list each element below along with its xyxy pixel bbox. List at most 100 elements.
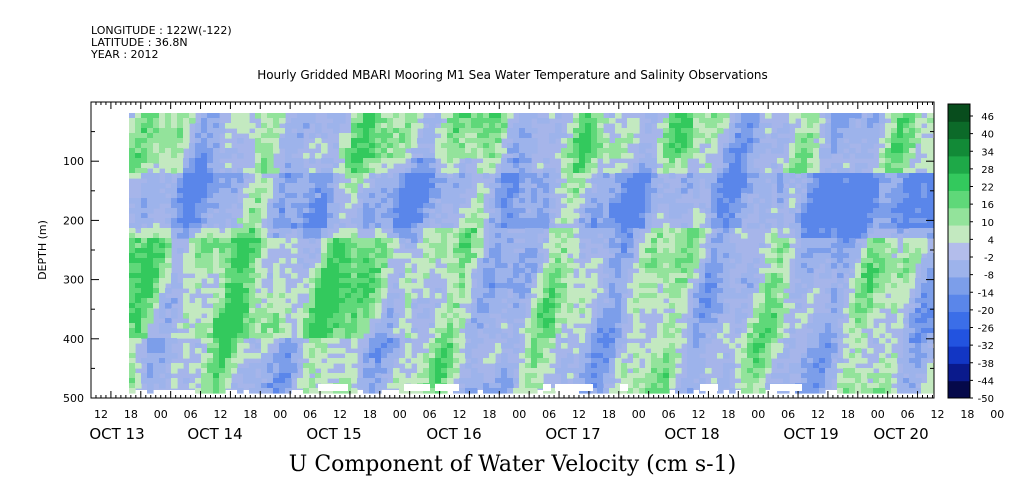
heatmap-cell xyxy=(453,143,460,149)
heatmap-cell xyxy=(771,213,778,219)
heatmap-cell xyxy=(393,378,400,384)
heatmap-cell xyxy=(339,373,346,379)
heatmap-cell xyxy=(417,148,424,154)
heatmap-cell xyxy=(129,298,136,304)
heatmap-cell xyxy=(483,383,490,389)
heatmap-cell xyxy=(741,303,748,309)
heatmap-cell xyxy=(663,233,670,239)
heatmap-cell xyxy=(507,148,514,154)
heatmap-cell xyxy=(681,238,688,244)
heatmap-cell xyxy=(687,128,694,134)
heatmap-cell xyxy=(327,218,334,224)
heatmap-cell xyxy=(483,283,490,289)
heatmap-cell xyxy=(489,148,496,154)
heatmap-cell xyxy=(129,303,136,309)
heatmap-cell xyxy=(729,148,736,154)
heatmap-cell xyxy=(675,358,682,364)
heatmap-cell xyxy=(471,343,478,349)
heatmap-cell xyxy=(303,388,310,394)
heatmap-cell xyxy=(501,293,508,299)
heatmap-cell xyxy=(525,288,532,294)
heatmap-cell xyxy=(141,258,148,264)
heatmap-cell xyxy=(525,243,532,249)
heatmap-cell xyxy=(717,183,724,189)
heatmap-cell xyxy=(789,338,796,344)
heatmap-cell xyxy=(771,268,778,274)
heatmap-cell xyxy=(183,348,190,354)
heatmap-cell xyxy=(441,213,448,219)
heatmap-cell xyxy=(789,293,796,299)
heatmap-cell xyxy=(813,198,820,204)
heatmap-cell xyxy=(537,333,544,339)
heatmap-cell xyxy=(459,358,466,364)
heatmap-cell xyxy=(261,373,268,379)
heatmap-cell xyxy=(807,213,814,219)
heatmap-cell xyxy=(165,278,172,284)
heatmap-cell xyxy=(699,378,706,384)
heatmap-cell xyxy=(747,118,754,124)
heatmap-cell xyxy=(735,358,742,364)
heatmap-cell xyxy=(351,293,358,299)
heatmap-cell xyxy=(783,123,790,129)
heatmap-cell xyxy=(771,263,778,269)
heatmap-cell xyxy=(807,143,814,149)
heatmap-cell xyxy=(717,353,724,359)
heatmap-cell xyxy=(471,308,478,314)
heatmap-cell xyxy=(789,183,796,189)
heatmap-cell xyxy=(129,148,136,154)
heatmap-cell xyxy=(345,238,352,244)
heatmap-cell xyxy=(387,203,394,209)
heatmap-cell xyxy=(507,283,514,289)
heatmap-cell xyxy=(597,298,604,304)
heatmap-cell xyxy=(501,173,508,179)
heatmap-cell xyxy=(375,123,382,129)
heatmap-cell xyxy=(135,153,142,159)
heatmap-cell xyxy=(693,138,700,144)
heatmap-cell xyxy=(189,228,196,234)
heatmap-cell xyxy=(381,193,388,199)
heatmap-cell xyxy=(735,163,742,169)
heatmap-cell xyxy=(339,288,346,294)
heatmap-cell xyxy=(717,203,724,209)
heatmap-cell xyxy=(363,273,370,279)
heatmap-cell xyxy=(819,238,826,244)
heatmap-cell xyxy=(435,183,442,189)
heatmap-cell xyxy=(327,193,334,199)
heatmap-cell xyxy=(261,153,268,159)
heatmap-cell xyxy=(579,183,586,189)
heatmap-cell xyxy=(321,178,328,184)
heatmap-cell xyxy=(783,253,790,259)
heatmap-cell xyxy=(165,258,172,264)
heatmap-cell xyxy=(807,248,814,254)
heatmap-cell xyxy=(375,333,382,339)
heatmap-cell xyxy=(555,183,562,189)
heatmap-cell xyxy=(309,333,316,339)
heatmap-cell xyxy=(741,278,748,284)
heatmap-cell xyxy=(675,138,682,144)
heatmap-cell xyxy=(255,278,262,284)
heatmap-cell xyxy=(519,133,526,139)
heatmap-cell xyxy=(213,118,220,124)
heatmap-cell xyxy=(801,138,808,144)
heatmap-cell xyxy=(291,208,298,214)
heatmap-cell xyxy=(369,128,376,134)
heatmap-cell xyxy=(603,218,610,224)
heatmap-cell xyxy=(777,258,784,264)
heatmap-cell xyxy=(513,153,520,159)
heatmap-cell xyxy=(153,148,160,154)
heatmap-cell xyxy=(549,273,556,279)
heatmap-cell xyxy=(153,373,160,379)
heatmap-cell xyxy=(435,233,442,239)
heatmap-cell xyxy=(243,373,250,379)
heatmap-cell xyxy=(513,188,520,194)
heatmap-cell xyxy=(399,148,406,154)
heatmap-cell xyxy=(579,293,586,299)
heatmap-cell xyxy=(477,198,484,204)
heatmap-cell xyxy=(735,173,742,179)
heatmap-cell xyxy=(255,233,262,239)
heatmap-cell xyxy=(645,308,652,314)
heatmap-cell xyxy=(567,153,574,159)
heatmap-cell xyxy=(141,243,148,249)
heatmap-cell xyxy=(219,193,226,199)
heatmap-cell xyxy=(513,163,520,169)
